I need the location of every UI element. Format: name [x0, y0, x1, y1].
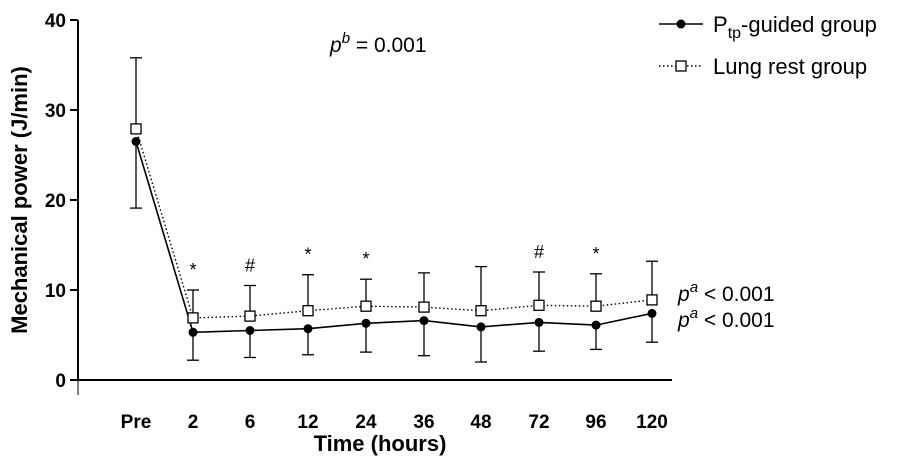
x-tick-label: Pre: [121, 412, 152, 433]
x-tick-label: 96: [585, 412, 606, 433]
lung-rest-data-point: [590, 300, 602, 312]
ptp-data-point: [419, 316, 429, 326]
x-tick-label: 12: [297, 412, 318, 433]
significance-mark: #: [245, 256, 255, 276]
x-tick-label: 6: [245, 412, 256, 433]
legend-ptp-label: Ptp-guided group: [713, 12, 877, 42]
y-tick-label: 10: [45, 281, 66, 302]
legend-lung-rest-label: Lung rest group: [713, 54, 867, 79]
x-tick-label: 72: [528, 412, 549, 433]
ptp-p-value: pa < 0.001: [677, 305, 775, 332]
ptp-data-point: [534, 317, 544, 327]
x-tick-label: 2: [188, 412, 199, 433]
lung-rest-data-point: [646, 294, 658, 306]
significance-mark: *: [362, 249, 369, 269]
x-tick-label: 24: [355, 412, 377, 433]
significance-mark: *: [189, 260, 196, 280]
overall-p-value: pb = 0.001: [329, 30, 427, 57]
x-tick-label: 36: [413, 412, 434, 433]
lung-rest-data-point: [475, 305, 487, 317]
ptp-data-point: [188, 327, 198, 337]
ptp-data-point: [647, 308, 657, 318]
y-tick-label: 0: [55, 371, 66, 392]
legend-lung-rest-marker: [675, 60, 687, 72]
lung-rest-data-point: [187, 312, 199, 324]
x-tick-label: 120: [636, 412, 668, 433]
lung-rest-data-point: [360, 300, 372, 312]
y-tick-label: 40: [45, 11, 66, 32]
lung-rest-series-line: [135, 128, 653, 319]
lung-rest-p-value: pa < 0.001: [677, 279, 775, 306]
legend-ptp-marker: [676, 19, 686, 29]
lung-rest-data-point: [418, 301, 430, 313]
lung-rest-data-point: [244, 310, 256, 322]
legend: Ptp-guided group Lung rest group: [659, 12, 877, 79]
ptp-data-point: [131, 137, 141, 146]
ptp-data-point: [245, 326, 255, 335]
y-tick-label: 20: [45, 191, 66, 212]
ptp-data-point: [476, 322, 486, 332]
significance-mark: *: [592, 244, 599, 264]
x-tick-label: 48: [470, 412, 491, 433]
ptp-data-point: [303, 324, 313, 334]
significance-mark: #: [534, 242, 544, 262]
y-tick-label: 30: [45, 101, 66, 122]
lung-rest-data-point: [130, 123, 142, 135]
x-axis-title: Time (hours): [314, 431, 447, 456]
significance-mark: *: [304, 245, 311, 265]
y-axis-title: Mechanical power (J/min): [7, 66, 32, 334]
lung-rest-data-point: [302, 305, 314, 317]
ptp-series-line: [135, 141, 653, 334]
lung-rest-data-point: [533, 299, 545, 311]
ptp-data-point: [591, 320, 601, 330]
ptp-data-point: [361, 318, 371, 328]
